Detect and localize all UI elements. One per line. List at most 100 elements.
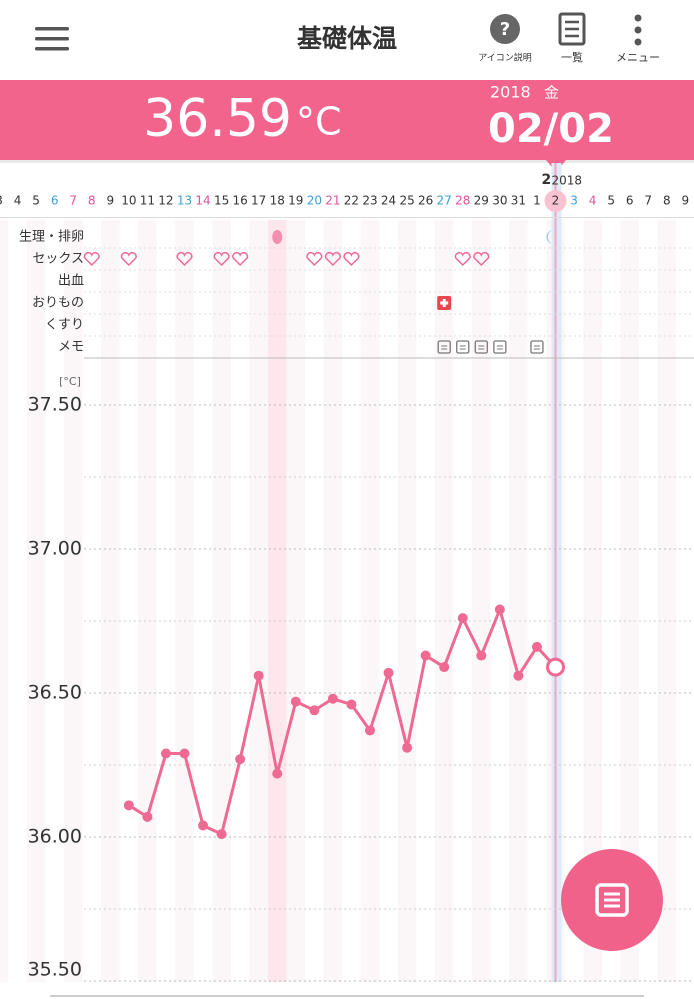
y-tick-label: 37.50 — [28, 394, 82, 416]
temperature-unit: °C — [296, 100, 342, 144]
year-label: 2018 — [552, 174, 583, 188]
heart-icon — [473, 251, 490, 267]
day-label: 9 — [682, 194, 690, 208]
day-label: 1 — [533, 194, 541, 208]
current-temperature: 36.59 — [143, 89, 292, 149]
heart-icon — [232, 251, 249, 267]
ovulation-icon — [546, 230, 554, 244]
record-row-label: 出血 — [58, 274, 84, 289]
selected-date: 02/02 — [488, 106, 614, 152]
day-stripe — [657, 220, 677, 982]
point — [253, 670, 264, 681]
y-tick-label: 37.00 — [28, 538, 82, 560]
help-label: アイコン説明 — [478, 52, 532, 64]
day-label: 24 — [381, 194, 396, 208]
point — [494, 604, 505, 615]
add-record-button[interactable] — [561, 849, 663, 951]
memo-icon-lines — [533, 345, 540, 350]
day-label: 12 — [158, 194, 173, 208]
point — [383, 667, 394, 678]
day-stripe — [397, 220, 417, 982]
temperature-line — [128, 607, 557, 836]
heart-icon — [120, 251, 137, 267]
day-stripe — [323, 220, 343, 982]
day-label: 17 — [251, 194, 266, 208]
day-label: 25 — [399, 194, 414, 208]
help-icon: ? — [500, 19, 510, 40]
heart-icon — [343, 251, 360, 267]
record-row-label: くすり — [45, 318, 84, 333]
year: 2018 — [490, 83, 531, 102]
day-label: 6 — [51, 194, 59, 208]
memo-icon — [474, 340, 488, 354]
day-label: 7 — [69, 194, 77, 208]
more-button[interactable]: メニュー — [616, 14, 660, 65]
point — [160, 748, 171, 759]
record-row-label: セックス — [32, 252, 84, 267]
heart-icon — [306, 251, 323, 267]
day-stripe — [249, 220, 268, 982]
point — [327, 693, 338, 704]
day-label: 26 — [418, 194, 433, 208]
unit-label: [°C] — [59, 375, 81, 388]
discharge-cross — [440, 299, 449, 307]
day-stripe — [175, 220, 194, 982]
day-stripe — [26, 220, 46, 982]
list-button[interactable]: 一覧 — [558, 12, 586, 64]
day-label: 3 — [0, 194, 3, 208]
day-stripe — [620, 220, 639, 982]
point — [142, 811, 153, 822]
day-stripe — [360, 220, 380, 982]
summary-shadow — [0, 160, 694, 163]
weekday: 金 — [544, 84, 559, 102]
day-label: 8 — [663, 194, 671, 208]
heart-icon — [213, 251, 230, 267]
period-band — [267, 220, 287, 982]
memo-icon — [456, 340, 470, 354]
memo-icon-lines — [441, 345, 448, 350]
day-label: 27 — [437, 194, 452, 208]
day-label: 4 — [589, 194, 597, 208]
day-label: 2 — [552, 194, 560, 208]
point — [198, 820, 209, 831]
dot — [634, 26, 642, 34]
memo-icon — [437, 340, 451, 354]
hamburger-bar — [35, 47, 69, 51]
month-label: 2 — [542, 172, 552, 188]
day-stripe — [63, 220, 83, 982]
day-label: 9 — [106, 194, 114, 208]
summary-bar — [0, 80, 694, 160]
dot — [634, 14, 642, 22]
period-icon — [272, 230, 283, 244]
day-stripe — [101, 220, 120, 982]
heart-icon — [176, 251, 193, 267]
point — [272, 768, 283, 779]
day-stripe — [212, 220, 231, 982]
memo-icon-lines — [496, 345, 503, 350]
help-button[interactable]: ? アイコン説明 — [478, 14, 532, 64]
day-label: 13 — [177, 194, 192, 208]
point — [123, 800, 134, 811]
day-stripe — [509, 220, 528, 982]
list-label: 一覧 — [561, 50, 583, 64]
menu-button[interactable] — [35, 27, 69, 51]
app-title: 基礎体温 — [297, 24, 397, 53]
day-label: 8 — [88, 194, 96, 208]
day-label: 16 — [233, 194, 248, 208]
y-tick-label: 36.00 — [28, 826, 82, 848]
heart-icon — [454, 251, 471, 267]
day-label: 7 — [644, 194, 652, 208]
selected-day-circle — [544, 190, 567, 212]
list-icon — [558, 12, 586, 46]
point — [531, 641, 542, 652]
dot — [634, 38, 642, 46]
help-circle — [490, 14, 520, 44]
y-tick-label: 36.50 — [28, 682, 82, 704]
day-stripe — [472, 220, 491, 982]
point — [476, 650, 487, 661]
selected-point — [546, 657, 565, 677]
point — [309, 705, 320, 716]
day-label: 19 — [288, 194, 303, 208]
heart-icon — [324, 251, 341, 267]
